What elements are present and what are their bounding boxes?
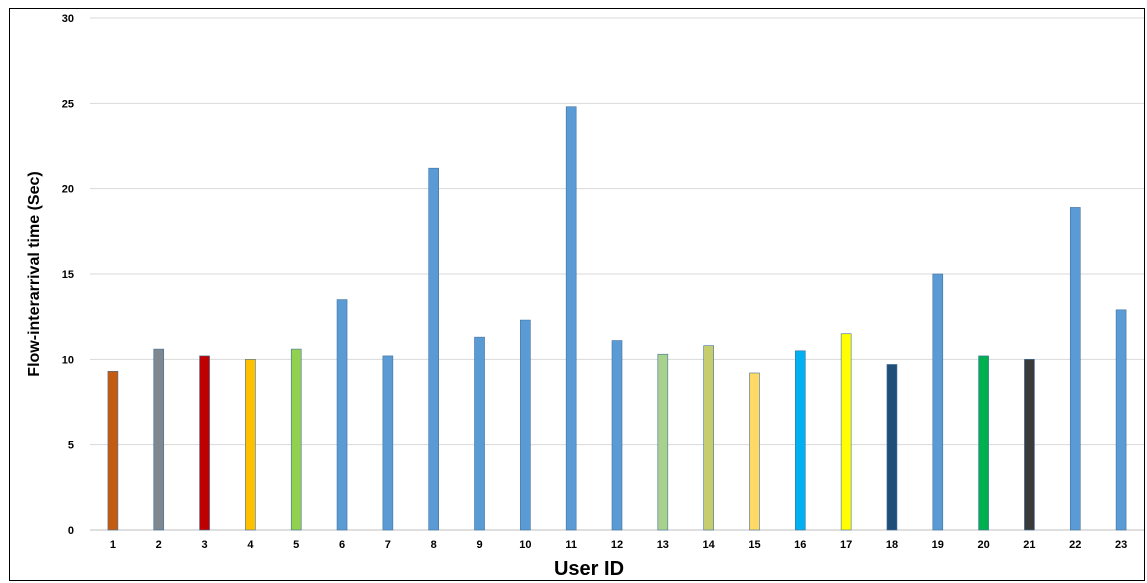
x-tick-label: 13 (657, 539, 669, 551)
y-tick-label: 0 (68, 525, 74, 537)
x-tick-label: 18 (886, 539, 898, 551)
x-tick-label: 4 (247, 539, 254, 551)
y-tick-label: 30 (62, 13, 74, 25)
x-tick-label: 16 (794, 539, 806, 551)
chart-frame: 0 5 10 15 20 25 30 1 2 3 4 5 6 7 8 9 10 11 12 13 14 15 16 17 18… (9, 8, 1145, 581)
x-tick-label: 7 (385, 539, 391, 551)
bar-user-21 (1024, 359, 1035, 531)
y-tick-labels: 0 5 10 15 20 25 30 (62, 13, 74, 537)
x-tick-label: 12 (611, 539, 623, 551)
x-tick-label: 11 (565, 539, 577, 551)
y-tick-label: 5 (68, 440, 74, 452)
x-tick-label: 20 (977, 539, 989, 551)
bar-user-23 (1115, 309, 1127, 531)
x-tick-label: 22 (1069, 539, 1081, 551)
y-tick-label: 20 (62, 184, 74, 196)
y-tick-label: 15 (62, 269, 74, 281)
x-tick-label: 1 (110, 539, 116, 551)
bar-user-22 (1069, 207, 1081, 531)
x-tick-label: 6 (339, 539, 345, 551)
bar-user-12 (611, 340, 623, 531)
x-tick-label: 3 (202, 539, 208, 551)
bar-user-13 (657, 353, 669, 531)
bar-user-6 (336, 299, 348, 531)
bar-user-15 (749, 372, 760, 531)
x-tick-labels: 1 2 3 4 5 6 7 8 9 10 11 12 13 14 15 16 17 18 19 20 21 22 23 (110, 539, 1127, 551)
y-tick-label: 25 (62, 98, 74, 110)
bar-user-2 (153, 348, 165, 531)
x-tick-label: 15 (748, 539, 760, 551)
bar-user-19 (932, 273, 944, 531)
bar-user-10 (520, 319, 531, 531)
bar-user-5 (290, 348, 302, 531)
x-tick-label: 8 (431, 539, 437, 551)
bar-user-20 (978, 355, 989, 531)
bar-user-17 (840, 333, 852, 531)
bar-user-7 (382, 355, 394, 531)
x-tick-label: 2 (156, 539, 162, 551)
bar-user-11 (565, 106, 577, 531)
bar-user-16 (795, 350, 806, 531)
bar-user-18 (886, 364, 898, 531)
x-tick-label: 21 (1023, 539, 1035, 551)
x-tick-label: 9 (476, 539, 482, 551)
x-tick-label: 14 (703, 539, 716, 551)
x-tick-label: 19 (932, 539, 944, 551)
bar-user-4 (245, 359, 256, 531)
x-tick-label: 23 (1115, 539, 1127, 551)
x-tick-label: 5 (293, 539, 299, 551)
x-tick-label: 10 (519, 539, 531, 551)
y-tick-label: 10 (62, 354, 74, 366)
bar-user-3 (199, 355, 210, 531)
bar-user-9 (474, 336, 485, 531)
bars (107, 106, 1127, 531)
bar-user-1 (107, 370, 119, 531)
bar-user-14 (703, 345, 714, 531)
bar-user-8 (428, 167, 439, 531)
y-axis-title: Flow-interarrival time (Sec) (26, 171, 43, 376)
x-tick-label: 17 (840, 539, 852, 551)
x-axis-title: User ID (554, 558, 624, 580)
